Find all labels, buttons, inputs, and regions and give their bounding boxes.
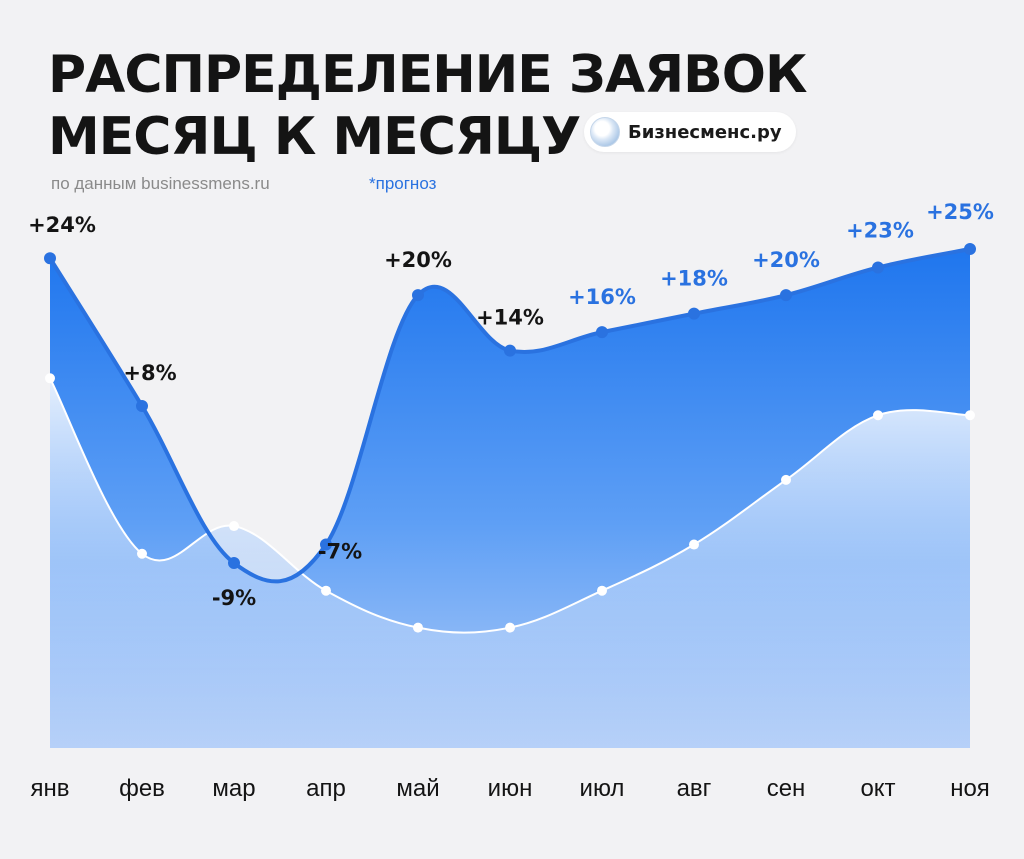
data-label-окт: +23% bbox=[846, 218, 914, 242]
background-point-мар bbox=[229, 521, 239, 532]
data-point-авг[interactable] bbox=[688, 307, 700, 320]
background-series-line bbox=[49, 377, 971, 634]
x-tick-label-июл: июл bbox=[580, 775, 625, 802]
data-point-май[interactable] bbox=[412, 289, 424, 302]
data-label-янв: +24% bbox=[28, 213, 96, 237]
background-point-июн bbox=[505, 622, 515, 633]
brand-logo-icon bbox=[590, 117, 620, 147]
data-label-сен: +20% bbox=[752, 248, 820, 272]
brand-name: Бизнесменс.ру bbox=[628, 121, 782, 143]
x-tick-label-май: май bbox=[396, 775, 439, 802]
data-label-мар: -9% bbox=[212, 586, 256, 610]
data-point-июл[interactable] bbox=[596, 326, 608, 339]
data-point-мар[interactable] bbox=[228, 557, 240, 569]
x-tick-label-окт: окт bbox=[860, 775, 895, 802]
x-tick-label-фев: фев bbox=[119, 775, 165, 802]
background-point-сен bbox=[781, 474, 791, 485]
data-label-фев: +8% bbox=[123, 361, 176, 385]
data-point-июн[interactable] bbox=[504, 344, 516, 357]
x-tick-label-авг: авг bbox=[677, 775, 712, 802]
data-point-ноя[interactable] bbox=[964, 243, 976, 255]
forecast-note: *прогноз bbox=[369, 174, 437, 193]
background-area-highlight bbox=[50, 378, 970, 748]
background-point-июл bbox=[597, 585, 607, 596]
background-point-окт bbox=[873, 410, 883, 421]
title-line-2: МЕСЯЦ К МЕСЯЦУ bbox=[48, 107, 581, 167]
data-label-июн: +14% bbox=[476, 306, 544, 330]
data-label-авг: +18% bbox=[660, 267, 728, 291]
data-label-апр: -7% bbox=[318, 540, 362, 564]
background-point-апр bbox=[321, 585, 331, 596]
x-tick-label-апр: апр bbox=[306, 775, 346, 802]
x-tick-label-июн: июн bbox=[488, 775, 533, 802]
page-title: РАСПРЕДЕЛЕНИЕ ЗАЯВОК МЕСЯЦ К МЕСЯЦУ bbox=[48, 44, 807, 168]
background-point-фев bbox=[137, 548, 147, 559]
x-tick-label-янв: янв bbox=[31, 775, 70, 802]
background-point-ноя bbox=[965, 410, 975, 421]
x-tick-label-ноя: ноя bbox=[950, 775, 990, 802]
background-point-авг bbox=[689, 539, 699, 550]
background-point-май bbox=[413, 622, 423, 633]
data-point-сен[interactable] bbox=[780, 289, 792, 302]
data-source: по данным businessmens.ru bbox=[51, 174, 270, 193]
title-line-1: РАСПРЕДЕЛЕНИЕ ЗАЯВОК bbox=[48, 45, 807, 105]
data-point-апр[interactable] bbox=[320, 538, 332, 551]
data-label-июл: +16% bbox=[568, 285, 636, 309]
x-tick-label-мар: мар bbox=[212, 775, 255, 802]
data-point-окт[interactable] bbox=[872, 261, 884, 274]
brand-badge[interactable]: Бизнесменс.ру bbox=[584, 112, 796, 152]
data-point-фев[interactable] bbox=[136, 400, 148, 412]
x-tick-label-сен: сен bbox=[767, 775, 806, 802]
data-point-янв[interactable] bbox=[44, 252, 56, 265]
data-label-ноя: +25% bbox=[926, 200, 994, 224]
background-point-янв bbox=[45, 373, 55, 384]
data-label-май: +20% bbox=[384, 248, 452, 272]
